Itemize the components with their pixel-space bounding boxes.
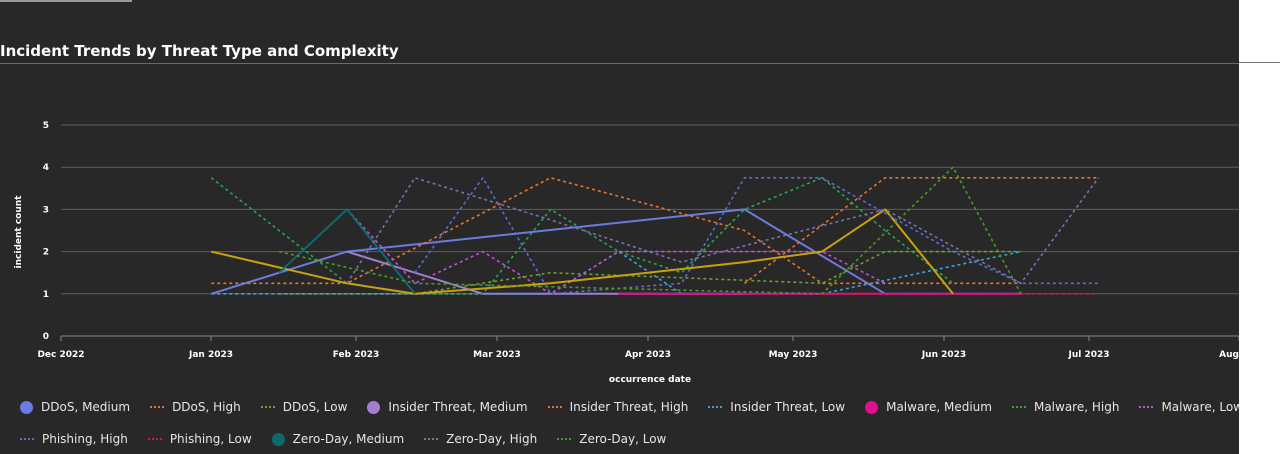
x-axis-label: occurrence date (609, 375, 691, 385)
y-axis-label: incident count (14, 195, 24, 269)
x-tick-label: Mar 2023 (473, 350, 521, 360)
legend-label: Phishing, High (42, 432, 128, 446)
legend-marker (271, 432, 285, 446)
series-line-4 (744, 177, 1099, 284)
x-tick-label: Apr 2023 (625, 350, 671, 360)
legend-marker (367, 400, 381, 414)
legend-item[interactable]: Insider Threat, Low (708, 400, 845, 414)
outer-divider (1239, 62, 1280, 63)
legend-item[interactable]: Phishing, Low (147, 432, 252, 446)
chart-panel: Incident Trends by Threat Type and Compl… (0, 0, 1239, 454)
series-line-7 (210, 177, 954, 295)
y-tick-label: 4 (43, 163, 49, 173)
legend-label: Malware, High (1033, 400, 1120, 414)
legend-label: Malware, Low (1161, 400, 1239, 414)
legend-row: DDoS, Medium DDoS, High DDoS, Low Insider T… (0, 397, 1239, 417)
series-line-8 (346, 208, 886, 295)
y-tick-label: 0 (43, 332, 49, 342)
y-tick-label: 5 (43, 121, 49, 131)
legend-label: DDoS, High (172, 400, 241, 414)
x-tick-label: Feb 2023 (333, 350, 380, 360)
x-tick-label: Jun 2023 (921, 350, 966, 360)
series-line-5 (211, 250, 1022, 295)
x-tick-label: Jan 2023 (188, 350, 233, 360)
legend-marker (708, 406, 723, 408)
legend-label: Insider Threat, Low (730, 400, 846, 414)
x-tick-label: Jul 2023 (1067, 350, 1109, 360)
legend-label: Insider Threat, High (569, 400, 689, 414)
legend-marker (557, 438, 572, 440)
series-line-1 (211, 177, 1021, 285)
y-tick-label: 1 (43, 290, 49, 300)
series-line-13 (346, 177, 1100, 285)
legend-item[interactable]: DDoS, Medium (20, 400, 130, 414)
legend-label: Zero-Day, Low (579, 432, 667, 446)
legend-label: Zero-Day, Medium (292, 432, 405, 446)
x-tick-label: Aug (1219, 350, 1239, 360)
series-line-14 (278, 166, 1022, 295)
legend-item[interactable]: Insider Threat, Medium (367, 400, 528, 414)
title-divider (0, 63, 1239, 64)
legend-item[interactable]: Phishing, High (20, 432, 128, 446)
series-line-9 (211, 208, 954, 295)
legend-item[interactable]: Malware, High (1011, 400, 1120, 414)
x-tick-label: May 2023 (769, 350, 818, 360)
legend-marker (147, 438, 162, 440)
legend-marker (20, 438, 34, 440)
legend-marker (1011, 406, 1026, 408)
legend-label: DDoS, Medium (41, 400, 131, 414)
series-line-2 (279, 250, 1021, 295)
y-tick-label: 2 (43, 248, 49, 258)
series-line-10 (414, 177, 1099, 295)
series-line-12 (278, 208, 416, 295)
legend-label: Zero-Day, High (446, 432, 538, 446)
legend-marker (20, 400, 33, 414)
legend-label: Phishing, Low (169, 432, 252, 446)
legend-marker (865, 400, 879, 414)
legend-item[interactable]: Malware, Medium (865, 400, 992, 414)
line-chart: 0 1 2 3 4 5 Dec 2022 Jan 2023 Feb 2023 Mar 2023 Ap… (14, 121, 1239, 385)
legend-label: Malware, Medium (886, 400, 992, 414)
legend-marker (1139, 406, 1154, 408)
legend-marker (260, 406, 275, 408)
legend-item[interactable]: Insider Threat, High (547, 400, 689, 414)
top-tab-indicator (0, 0, 132, 2)
legend-marker (150, 406, 165, 408)
legend-label: Insider Threat, Medium (388, 400, 528, 414)
legend-marker (547, 406, 562, 408)
legend-item[interactable]: Zero-Day, High (424, 432, 537, 446)
legend-item[interactable]: Malware, Low (1139, 400, 1239, 414)
y-tick-label: 3 (43, 205, 49, 215)
chart-title: Incident Trends by Threat Type and Compl… (0, 42, 399, 60)
legend-item[interactable]: DDoS, Low (260, 400, 348, 414)
series-line-3 (346, 250, 745, 295)
legend-row: Phishing, High Phishing, Low Zero-Day, Med… (0, 429, 666, 449)
legend-item[interactable]: Zero-Day, Medium (271, 432, 405, 446)
legend-item[interactable]: Zero-Day, Low (557, 432, 666, 446)
legend-label: DDoS, Low (282, 400, 348, 414)
x-tick-label: Dec 2022 (37, 350, 84, 360)
legend-marker (424, 438, 439, 440)
legend-item[interactable]: DDoS, High (150, 400, 241, 414)
